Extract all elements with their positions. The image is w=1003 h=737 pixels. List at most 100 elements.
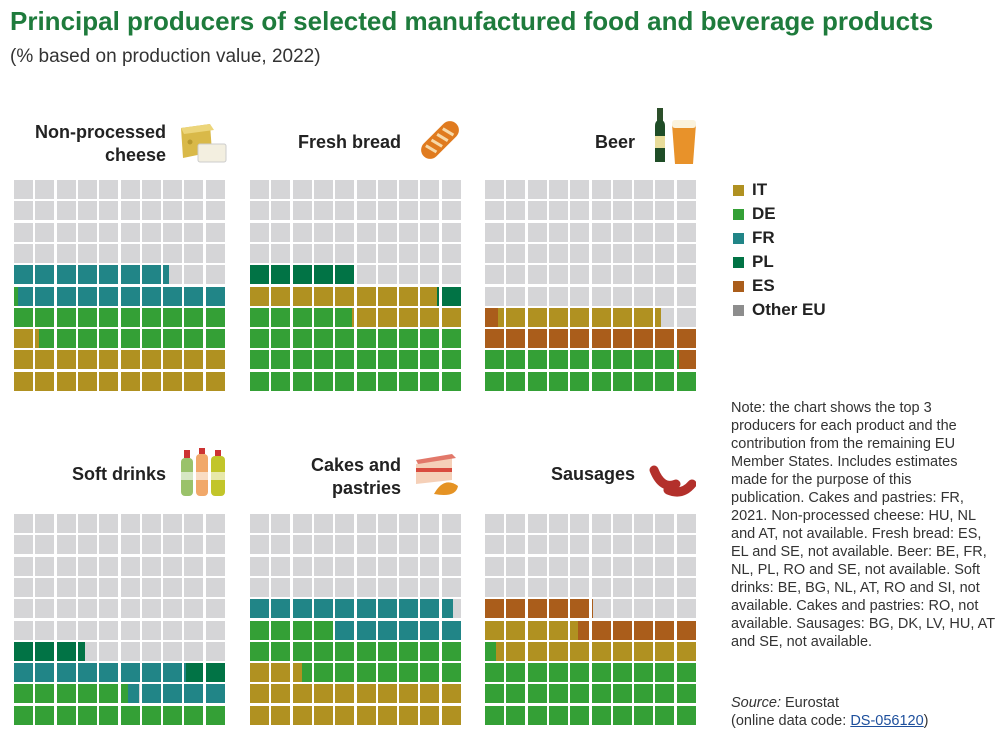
- waffle-cell: [399, 620, 419, 640]
- waffle-fill-fr: [184, 684, 204, 704]
- waffle-fill-it: [634, 307, 654, 327]
- waffle-fill-it: [655, 641, 675, 661]
- waffle-fill-it: [420, 705, 440, 725]
- waffle-fill-es: [676, 329, 696, 349]
- waffle-fill-de: [335, 641, 355, 661]
- waffle-fill-de: [292, 620, 312, 640]
- waffle-cell: [313, 286, 333, 306]
- waffle-fill-de: [141, 329, 161, 349]
- waffle-cell: [420, 350, 440, 370]
- waffle-cell: [655, 663, 675, 683]
- waffle-fill-de: [527, 684, 547, 704]
- note-line: publication. Cakes and pastries: FR,: [731, 490, 964, 506]
- waffle-fill-de: [271, 641, 291, 661]
- waffle-cell: [313, 243, 333, 263]
- waffle-cell: [163, 705, 183, 725]
- waffle-fill-fr: [17, 286, 33, 306]
- waffle-fill-es: [548, 599, 568, 619]
- waffle-cell: [506, 599, 526, 619]
- waffle-cell: [163, 222, 183, 242]
- waffle-cell: [548, 705, 568, 725]
- waffle-fill-it: [655, 307, 662, 327]
- waffle-cell: [271, 684, 291, 704]
- waffle-fill-fr: [184, 663, 187, 683]
- waffle-cell: [441, 684, 461, 704]
- waffle-cell: [548, 556, 568, 576]
- waffle-cell: [591, 329, 611, 349]
- waffle-cell: [377, 201, 397, 221]
- waffle-fill-pl: [56, 641, 76, 661]
- waffle-cell: [420, 705, 440, 725]
- waffle-cell: [35, 620, 55, 640]
- waffle-cell: [77, 620, 97, 640]
- waffle-cell: [356, 556, 376, 576]
- waffle-fill-it: [441, 705, 461, 725]
- waffle-cell: [292, 599, 312, 619]
- waffle-fill-es: [591, 620, 611, 640]
- waffle-fill-de: [163, 705, 183, 725]
- beer-icon: [655, 108, 696, 164]
- waffle-fill-pl: [271, 265, 291, 285]
- waffle-fill-it: [56, 350, 76, 370]
- waffle-fill-fr: [441, 599, 454, 619]
- waffle-cell: [313, 371, 333, 391]
- legend-item-es: ES: [733, 274, 826, 298]
- waffle-fill-it: [420, 684, 440, 704]
- waffle-cell: [441, 620, 461, 640]
- waffle-fill-es: [612, 329, 632, 349]
- waffle-fill-de: [120, 684, 129, 704]
- waffle-cell: [120, 514, 140, 533]
- waffle-cell: [99, 180, 119, 199]
- waffle-cell: [612, 514, 632, 533]
- waffle-cell: [591, 641, 611, 661]
- waffle-cell: [420, 599, 440, 619]
- waffle-fill-de: [612, 371, 632, 391]
- waffle-cell: [271, 350, 291, 370]
- waffle-cell: [420, 641, 440, 661]
- waffle-cell: [141, 180, 161, 199]
- waffle-fill-it: [163, 371, 183, 391]
- waffle-cell: [591, 201, 611, 221]
- data-code-link[interactable]: DS-056120: [850, 713, 924, 729]
- waffle-cell: [205, 641, 225, 661]
- waffle-fill-de: [271, 307, 291, 327]
- sausage-icon: [649, 465, 696, 497]
- waffle-cell: [35, 201, 55, 221]
- waffle-fill-de: [441, 663, 461, 683]
- waffle-fill-de: [377, 371, 397, 391]
- waffle-cell: [56, 577, 76, 597]
- waffle-fill-de: [77, 705, 97, 725]
- waffle-cell: [99, 641, 119, 661]
- waffle-cell: [377, 243, 397, 263]
- waffle-fill-fr: [163, 684, 183, 704]
- waffle-fill-de: [570, 371, 590, 391]
- waffle-cell: [250, 180, 269, 199]
- waffle-fill-de: [120, 307, 140, 327]
- waffle-cell: [184, 329, 204, 349]
- waffle-fill-de: [591, 705, 611, 725]
- waffle-cell: [250, 307, 269, 327]
- waffle-cell: [250, 265, 269, 285]
- waffle-cell: [56, 705, 76, 725]
- waffle-cell: [35, 705, 55, 725]
- waffle-fill-fr: [14, 663, 33, 683]
- legend-swatch: [733, 256, 744, 268]
- waffle-cell: [377, 620, 397, 640]
- waffle-fill-fr: [184, 286, 204, 306]
- waffle-cell: [56, 222, 76, 242]
- waffle-cell: [271, 599, 291, 619]
- waffle-cell: [527, 663, 547, 683]
- source-value: Eurostat: [785, 695, 840, 711]
- waffle-cell: [14, 265, 33, 285]
- waffle-cell: [612, 535, 632, 555]
- soft-drinks-icon: [181, 448, 225, 496]
- waffle-fill-de: [548, 371, 568, 391]
- waffle-cell: [548, 641, 568, 661]
- waffle-fill-de: [399, 350, 419, 370]
- waffle-fill-fr: [163, 265, 169, 285]
- waffle-fill-fr: [120, 286, 140, 306]
- waffle-cell: [35, 663, 55, 683]
- waffle-cell: [591, 577, 611, 597]
- waffle-cell: [250, 371, 269, 391]
- waffle-fill-de: [356, 641, 376, 661]
